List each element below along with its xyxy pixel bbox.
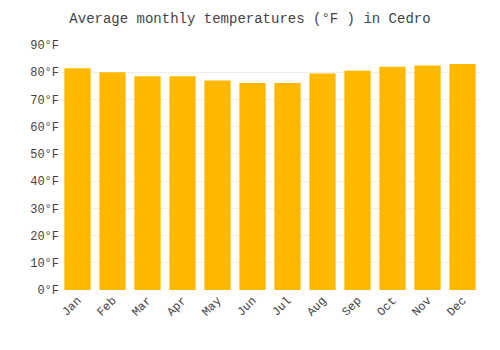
svg-text:Jan: Jan <box>59 294 84 319</box>
svg-text:50°F: 50°F <box>30 148 59 162</box>
svg-text:Jun: Jun <box>234 294 259 319</box>
svg-text:Jul: Jul <box>269 294 294 319</box>
svg-text:30°F: 30°F <box>30 203 59 217</box>
svg-text:Oct: Oct <box>374 294 399 319</box>
svg-text:40°F: 40°F <box>30 175 59 189</box>
svg-text:90°F: 90°F <box>30 39 59 53</box>
svg-text:70°F: 70°F <box>30 94 59 108</box>
svg-text:Sep: Sep <box>339 294 364 319</box>
svg-text:0°F: 0°F <box>37 284 59 298</box>
svg-text:Feb: Feb <box>94 294 119 319</box>
svg-text:Nov: Nov <box>409 294 434 319</box>
svg-text:10°F: 10°F <box>30 257 59 271</box>
svg-text:Mar: Mar <box>129 294 154 319</box>
svg-text:60°F: 60°F <box>30 121 59 135</box>
svg-text:Dec: Dec <box>444 294 469 319</box>
svg-text:Average monthly temperatures (: Average monthly temperatures (°F ) in Ce… <box>69 11 430 27</box>
svg-text:20°F: 20°F <box>30 230 59 244</box>
svg-text:Aug: Aug <box>304 294 329 319</box>
svg-text:Apr: Apr <box>164 294 189 319</box>
svg-text:May: May <box>199 294 224 319</box>
svg-text:80°F: 80°F <box>30 66 59 80</box>
